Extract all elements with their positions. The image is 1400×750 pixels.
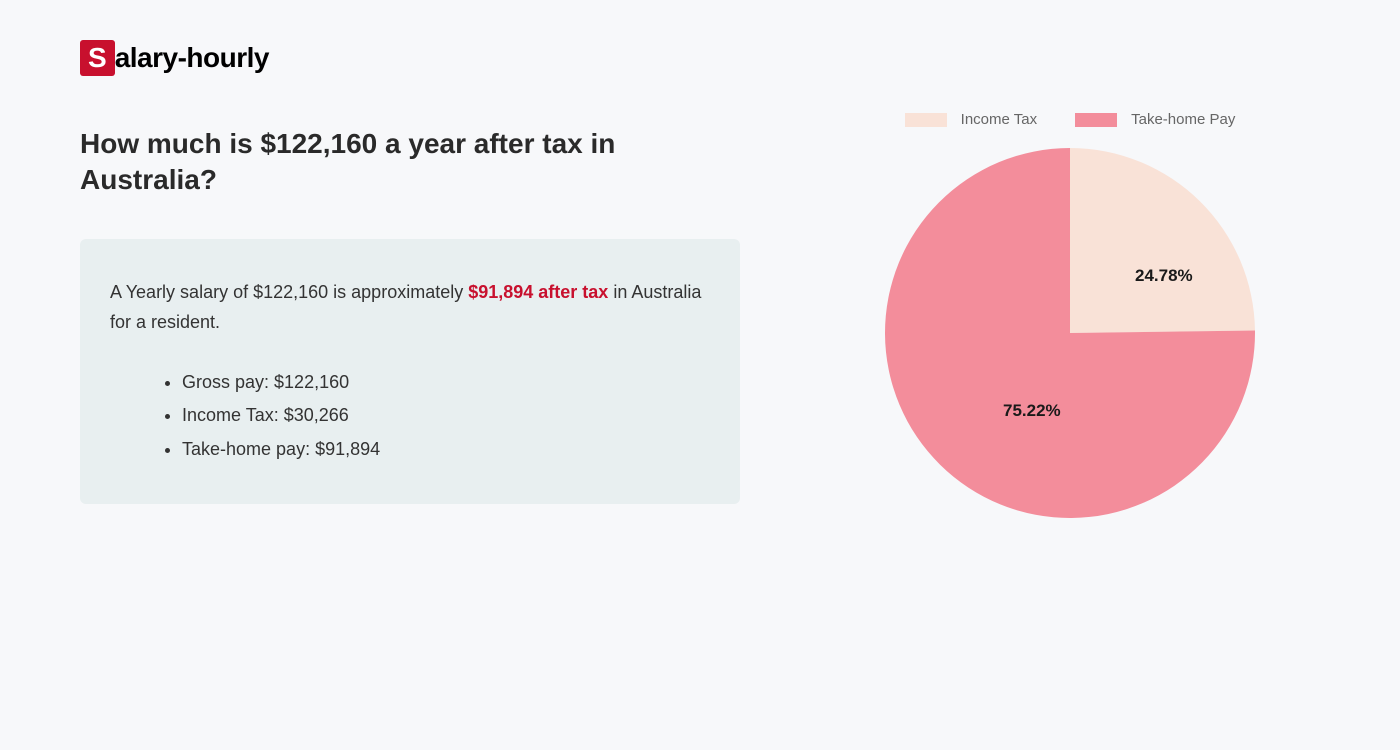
list-item: Gross pay: $122,160 — [182, 366, 710, 399]
bullet-list: Gross pay: $122,160 Income Tax: $30,266 … — [110, 366, 710, 466]
info-box: A Yearly salary of $122,160 is approxima… — [80, 239, 740, 504]
legend-swatch — [905, 113, 947, 127]
right-column: Income Tax Take-home Pay 24.78% 75.22% — [820, 111, 1320, 518]
logo-text: alary-hourly — [115, 42, 269, 74]
page-title: How much is $122,160 a year after tax in… — [80, 126, 740, 199]
summary-text: A Yearly salary of $122,160 is approxima… — [110, 277, 710, 338]
legend-label: Income Tax — [961, 111, 1037, 128]
legend-label: Take-home Pay — [1131, 111, 1235, 128]
summary-pre: A Yearly salary of $122,160 is approxima… — [110, 282, 468, 302]
pie-slice-label: 75.22% — [1003, 401, 1061, 421]
pie-slice-label: 24.78% — [1135, 266, 1193, 286]
legend-item-income-tax: Income Tax — [905, 111, 1037, 128]
list-item: Take-home pay: $91,894 — [182, 433, 710, 466]
pie-chart: 24.78% 75.22% — [885, 148, 1255, 518]
site-logo: S alary-hourly — [80, 40, 1320, 76]
legend-item-take-home: Take-home Pay — [1075, 111, 1235, 128]
summary-highlight: $91,894 after tax — [468, 282, 608, 302]
left-column: How much is $122,160 a year after tax in… — [80, 126, 740, 518]
pie-svg — [885, 148, 1255, 518]
list-item: Income Tax: $30,266 — [182, 399, 710, 432]
legend-swatch — [1075, 113, 1117, 127]
chart-legend: Income Tax Take-home Pay — [905, 111, 1236, 128]
main-content: How much is $122,160 a year after tax in… — [80, 126, 1320, 518]
logo-badge: S — [80, 40, 115, 76]
